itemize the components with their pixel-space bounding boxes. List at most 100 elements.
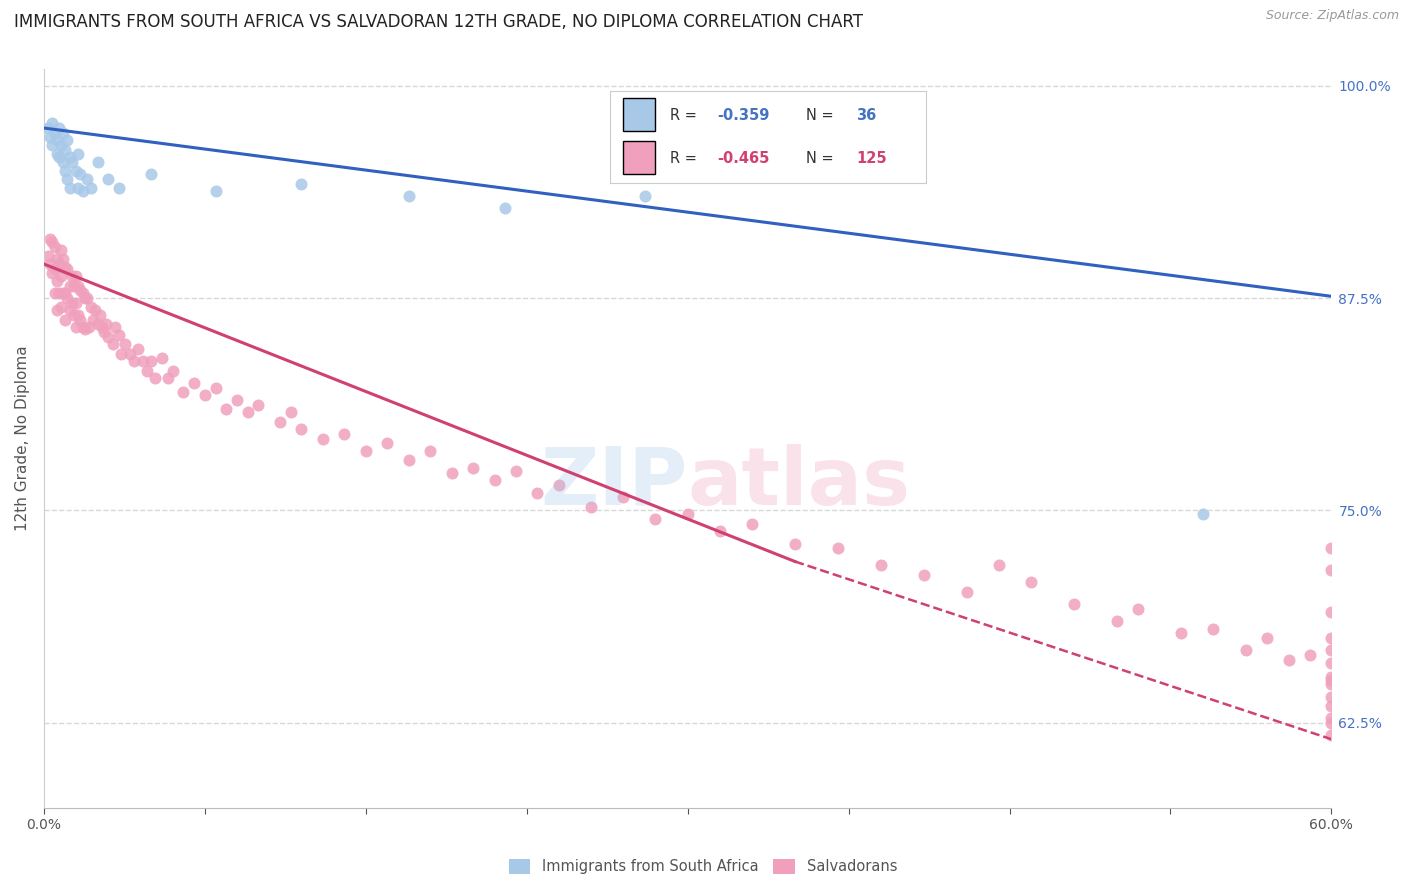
Point bbox=[1105, 614, 1128, 628]
Point bbox=[48, 121, 70, 136]
Point bbox=[67, 146, 90, 161]
Point bbox=[676, 507, 699, 521]
Point bbox=[69, 313, 91, 327]
Point bbox=[1191, 507, 1213, 521]
Point bbox=[84, 302, 107, 317]
Point bbox=[122, 354, 145, 368]
Point bbox=[49, 244, 72, 258]
Point bbox=[398, 189, 420, 203]
Point bbox=[1320, 541, 1343, 555]
Point bbox=[150, 351, 173, 365]
Point bbox=[86, 155, 108, 169]
Point bbox=[131, 354, 153, 368]
Point bbox=[215, 401, 238, 416]
Point bbox=[484, 473, 506, 487]
Point bbox=[912, 568, 935, 582]
Point bbox=[204, 184, 226, 198]
Point bbox=[73, 291, 96, 305]
Point bbox=[375, 435, 398, 450]
Point bbox=[141, 167, 163, 181]
Point bbox=[419, 444, 441, 458]
Point bbox=[56, 133, 79, 147]
Point bbox=[172, 384, 194, 399]
Point bbox=[461, 461, 484, 475]
Point bbox=[65, 296, 87, 310]
Point bbox=[97, 330, 120, 344]
Point bbox=[1256, 631, 1278, 645]
Point bbox=[226, 392, 249, 407]
Point bbox=[1320, 716, 1343, 731]
Point bbox=[73, 321, 96, 335]
Point bbox=[67, 279, 90, 293]
Point bbox=[1320, 690, 1343, 705]
Point bbox=[783, 537, 806, 551]
Point bbox=[52, 252, 75, 266]
Point bbox=[1277, 653, 1299, 667]
Point bbox=[49, 138, 72, 153]
Point bbox=[77, 319, 100, 334]
Point bbox=[41, 116, 63, 130]
Point bbox=[162, 364, 184, 378]
Point bbox=[108, 180, 131, 194]
Point bbox=[354, 444, 377, 458]
Point bbox=[63, 279, 86, 293]
Point bbox=[44, 126, 66, 140]
Point bbox=[1320, 677, 1343, 691]
Point bbox=[56, 262, 79, 277]
Point bbox=[494, 201, 516, 215]
Point bbox=[86, 317, 108, 331]
Point bbox=[869, 558, 891, 572]
Point bbox=[39, 231, 62, 245]
Point bbox=[93, 325, 115, 339]
Point bbox=[60, 155, 83, 169]
Point bbox=[1320, 698, 1343, 713]
Point bbox=[97, 172, 120, 186]
Point bbox=[48, 150, 70, 164]
Point bbox=[60, 268, 83, 283]
Point bbox=[157, 371, 180, 385]
Point bbox=[53, 285, 76, 300]
Point bbox=[1320, 711, 1343, 725]
Point bbox=[41, 138, 63, 153]
Point bbox=[1320, 563, 1343, 577]
Point bbox=[44, 285, 66, 300]
Point bbox=[1320, 631, 1343, 645]
Point bbox=[82, 313, 104, 327]
Point bbox=[48, 257, 70, 271]
Point bbox=[53, 313, 76, 327]
Text: ZIP: ZIP bbox=[540, 443, 688, 522]
Point bbox=[269, 415, 291, 429]
Point bbox=[104, 319, 127, 334]
Point bbox=[53, 143, 76, 157]
Point bbox=[135, 364, 157, 378]
Point bbox=[1299, 648, 1322, 662]
Point bbox=[45, 302, 67, 317]
Point bbox=[65, 319, 87, 334]
Point bbox=[63, 308, 86, 322]
Point bbox=[39, 257, 62, 271]
Point bbox=[1320, 657, 1343, 671]
Point bbox=[80, 300, 103, 314]
Point bbox=[110, 347, 132, 361]
Point bbox=[72, 285, 94, 300]
Point bbox=[90, 319, 112, 334]
Point bbox=[48, 285, 70, 300]
Point bbox=[76, 172, 98, 186]
Point bbox=[290, 177, 312, 191]
Legend: Immigrants from South Africa, Salvadorans: Immigrants from South Africa, Salvadoran… bbox=[503, 853, 903, 880]
Point bbox=[440, 466, 463, 480]
Point bbox=[59, 180, 82, 194]
Point bbox=[127, 342, 149, 356]
Point bbox=[548, 478, 571, 492]
Point bbox=[37, 121, 59, 136]
Point bbox=[290, 422, 312, 436]
Point bbox=[89, 308, 111, 322]
Point bbox=[67, 308, 90, 322]
Point bbox=[194, 388, 217, 402]
Point bbox=[505, 464, 527, 478]
Point bbox=[94, 317, 117, 331]
Point bbox=[1320, 673, 1343, 688]
Point bbox=[52, 285, 75, 300]
Point bbox=[49, 268, 72, 283]
Point bbox=[526, 486, 548, 500]
